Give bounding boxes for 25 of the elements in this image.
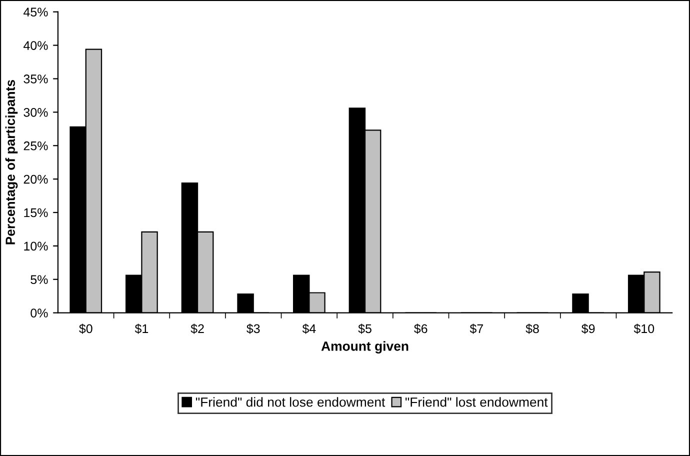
y-tick-label: 15% bbox=[24, 208, 48, 218]
x-tick-label: $1 bbox=[134, 324, 148, 334]
x-tick-label: $3 bbox=[246, 324, 260, 334]
x-tick-label: $5 bbox=[358, 324, 372, 334]
legend-label: "Friend" did not lose endowment bbox=[196, 397, 386, 407]
x-tick-label: $10 bbox=[634, 324, 654, 334]
x-tick-label: $8 bbox=[526, 324, 539, 334]
y-tick-label: 25% bbox=[24, 141, 48, 150]
y-axis-title: Percentage of participants bbox=[5, 80, 18, 244]
x-tick-label: $2 bbox=[190, 324, 204, 334]
y-tick-label: 30% bbox=[24, 108, 48, 117]
y-tick-label: 35% bbox=[24, 74, 48, 84]
x-tick-label: $9 bbox=[582, 324, 595, 334]
y-tick-label: 5% bbox=[30, 275, 48, 284]
x-tick-label: $0 bbox=[79, 324, 92, 334]
y-tick-label: 45% bbox=[24, 8, 48, 17]
y-tick-label: 20% bbox=[24, 174, 48, 184]
legend-label: "Friend" lost endowment bbox=[406, 397, 548, 407]
y-tick-label: 10% bbox=[24, 242, 48, 251]
x-axis-title: Amount given bbox=[321, 341, 408, 354]
x-tick-label: $6 bbox=[414, 324, 428, 334]
y-tick-label: 0% bbox=[30, 308, 48, 318]
x-tick-label: $7 bbox=[470, 324, 483, 334]
x-tick-label: $4 bbox=[302, 324, 316, 334]
y-tick-label: 40% bbox=[24, 41, 48, 50]
